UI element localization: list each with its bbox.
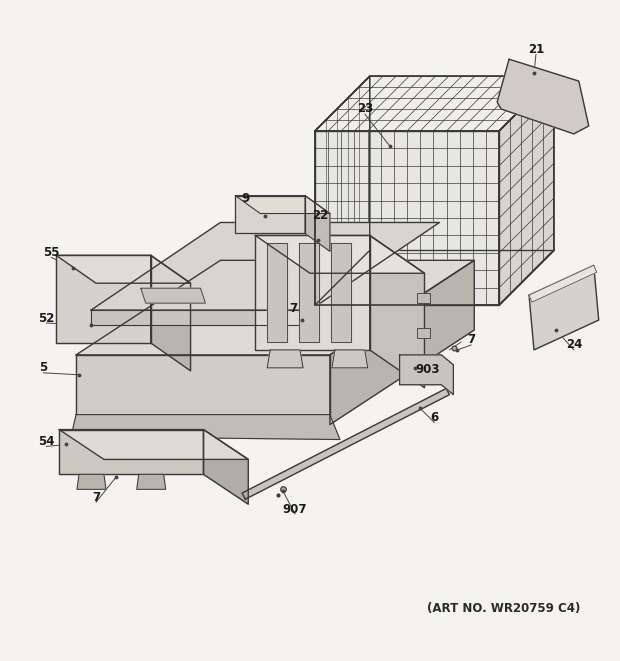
Polygon shape <box>236 196 330 214</box>
Polygon shape <box>315 76 370 305</box>
Polygon shape <box>141 288 205 303</box>
Text: 7: 7 <box>289 301 297 315</box>
Polygon shape <box>77 475 106 489</box>
Bar <box>417 328 430 338</box>
Polygon shape <box>91 310 310 325</box>
Bar <box>417 293 430 303</box>
Polygon shape <box>305 196 330 251</box>
Polygon shape <box>499 76 554 305</box>
Polygon shape <box>151 255 190 371</box>
Text: 9: 9 <box>241 192 249 205</box>
Text: 5: 5 <box>39 362 47 374</box>
Polygon shape <box>59 430 248 459</box>
Polygon shape <box>236 196 305 233</box>
Text: 907: 907 <box>283 503 308 516</box>
Polygon shape <box>91 223 440 310</box>
Polygon shape <box>400 355 453 395</box>
Polygon shape <box>255 235 370 350</box>
Polygon shape <box>331 243 351 342</box>
Text: 6: 6 <box>430 411 438 424</box>
Polygon shape <box>59 430 203 475</box>
Polygon shape <box>370 235 425 388</box>
Polygon shape <box>267 243 287 342</box>
Polygon shape <box>315 131 499 305</box>
Text: (ART NO. WR20759 C4): (ART NO. WR20759 C4) <box>427 602 581 615</box>
Text: 7: 7 <box>467 333 476 346</box>
Polygon shape <box>76 355 330 424</box>
Text: 903: 903 <box>415 364 440 376</box>
Text: 52: 52 <box>38 311 55 325</box>
Polygon shape <box>203 430 248 504</box>
Polygon shape <box>529 265 599 350</box>
Polygon shape <box>56 255 151 343</box>
Polygon shape <box>242 389 450 499</box>
Text: eReplacementParts.com: eReplacementParts.com <box>211 327 409 342</box>
Polygon shape <box>267 350 303 368</box>
Polygon shape <box>330 260 474 424</box>
Polygon shape <box>497 59 589 134</box>
Polygon shape <box>315 76 554 131</box>
Polygon shape <box>255 235 425 273</box>
Polygon shape <box>76 260 474 355</box>
Polygon shape <box>137 475 166 489</box>
Polygon shape <box>529 265 596 302</box>
Polygon shape <box>56 255 190 283</box>
Text: 55: 55 <box>43 246 60 259</box>
Text: 23: 23 <box>356 102 373 116</box>
Text: 54: 54 <box>38 435 55 448</box>
Text: 24: 24 <box>565 338 582 352</box>
Polygon shape <box>299 243 319 342</box>
Polygon shape <box>332 350 368 368</box>
Polygon shape <box>71 414 340 440</box>
Text: 21: 21 <box>528 43 544 56</box>
Text: 22: 22 <box>312 209 328 222</box>
Text: 7: 7 <box>92 490 100 504</box>
